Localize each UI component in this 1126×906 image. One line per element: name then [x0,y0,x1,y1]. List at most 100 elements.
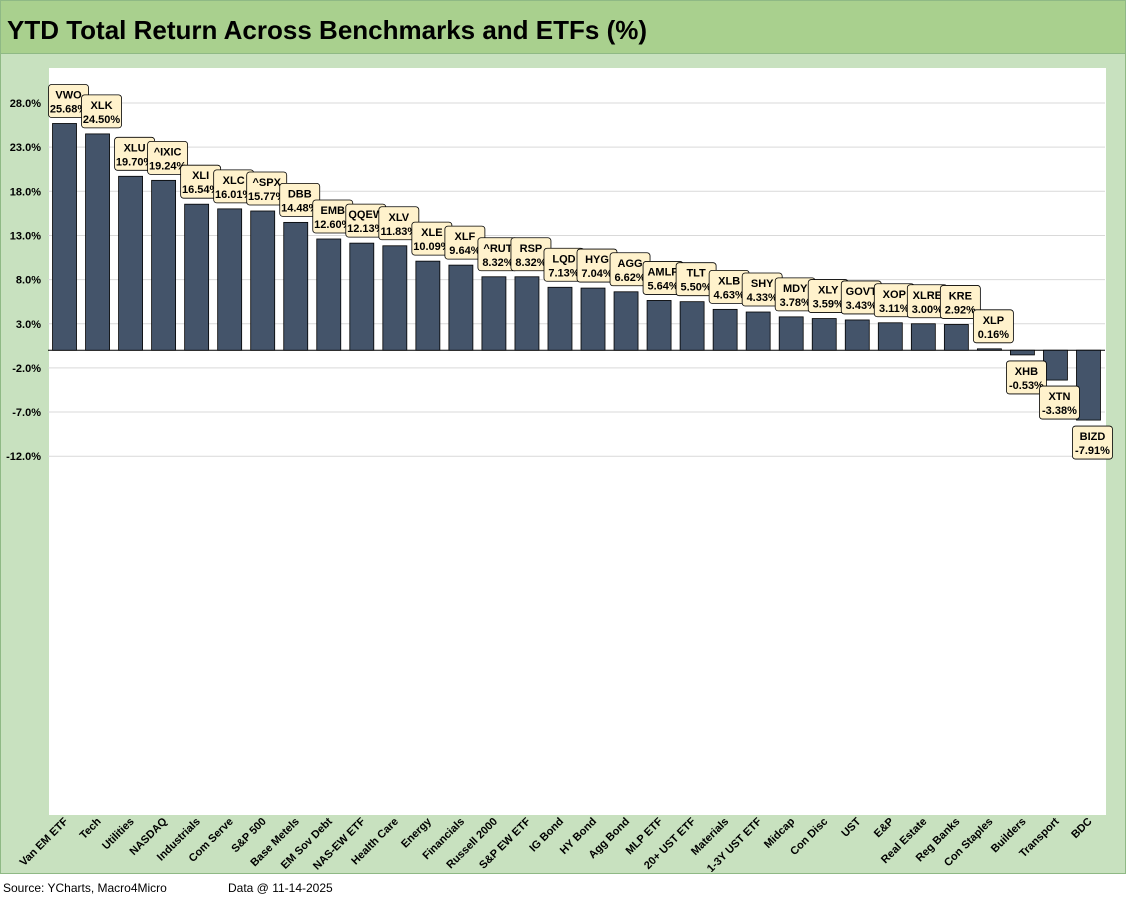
bar [745,311,771,351]
data-label-value: 14.48% [281,202,319,214]
bar [382,245,408,351]
data-label-box [1006,360,1047,395]
bar [349,242,375,351]
data-label-ticker: MDY [783,283,808,295]
data-label-value: 0.16% [978,329,1009,341]
x-tick-label: Van EM ETF [18,815,71,868]
chart-title: YTD Total Return Across Benchmarks and E… [7,15,648,45]
bar-chart: -12.0% -7.0% -2.0% 3.0% 8.0% 13.0% 18.0% 23.0% 2… [6,84,1113,872]
y-tick-label: -7.0% [12,407,41,419]
chart-frame: YTD Total Return Across Benchmarks and E… [0,0,1126,874]
data-label-ticker: AMLP [647,266,678,278]
data-label-box [1072,425,1113,460]
data-label-ticker: XLK [91,100,113,112]
y-tick-label: 8.0% [16,275,41,287]
bar [580,287,606,351]
data-label-ticker: XLF [455,231,476,243]
data-label-ticker: LQD [552,253,575,265]
x-tick-label: BDC [1069,816,1094,841]
y-tick-label: -2.0% [12,363,41,375]
bar [481,276,507,351]
data-label-ticker: XLI [192,170,209,182]
bar [547,286,573,351]
data-label-value: 5.64% [647,280,678,292]
data-date-note: Data @ 11-14-2025 [228,881,333,895]
data-label-ticker: GOVT [846,286,877,298]
y-tick-label: 23.0% [10,142,41,154]
data-label-ticker: XLE [421,227,442,239]
data-label-ticker: ^RUT [483,243,512,255]
y-tick-label: 28.0% [10,98,41,110]
data-label-ticker: TLT [686,268,706,280]
bar [844,319,870,351]
data-label-ticker: HYG [585,254,609,266]
data-label-value: 2.92% [945,304,976,316]
bar [85,133,110,351]
data-label-ticker: XLY [818,285,839,297]
x-tick-label: UST [839,815,863,839]
data-label-value: 7.04% [581,268,612,280]
data-label-value: -7.91% [1075,445,1110,457]
data-label-value: 8.32% [482,257,513,269]
bar [250,210,276,351]
data-label-value: 3.78% [780,297,811,309]
data-label-ticker: ^IXIC [154,146,182,158]
data-label-value: 15.77% [248,191,286,203]
bar [943,324,969,351]
data-label-value: 24.50% [83,114,121,126]
bar [613,291,639,351]
data-label-ticker: XTN [1048,391,1070,403]
data-label-value: 11.83% [380,226,417,238]
data-label-ticker: XLP [983,315,1004,327]
data-label-value: 10.09% [413,241,451,253]
data-label-value: 19.70% [116,156,154,168]
data-label-box [1039,385,1080,420]
data-label-ticker: AGG [618,258,643,270]
data-label-box [81,94,122,129]
data-label-box [939,285,981,319]
data-label-ticker: RSP [520,243,543,255]
data-label-value: 12.60% [314,219,352,231]
data-label-ticker: XHB [1015,366,1038,378]
x-tick-label: E&P [872,816,896,840]
bar [778,316,804,351]
data-label-ticker: QQEW [348,209,383,221]
bar [1076,349,1101,421]
data-label-value: 3.43% [846,300,877,312]
data-label-value: 16.01% [215,189,253,201]
bar [415,260,441,351]
data-label-value: 4.63% [714,289,745,301]
data-label-ticker: BIZD [1080,431,1106,443]
data-label-box [972,309,1014,344]
data-label-ticker: EMB [321,205,346,217]
data-label-value: 16.54% [182,184,220,196]
data-label-ticker: ^SPX [252,177,281,189]
bar [52,123,77,351]
data-label-value: 7.13% [548,267,579,279]
data-label-ticker: XLC [223,175,245,187]
bar [184,203,210,351]
bar [910,323,936,351]
bar [151,179,177,351]
source-note: Source: YCharts, Macro4Micro [3,881,167,895]
bar [976,348,1002,351]
bar [679,301,705,351]
data-label-value: 9.64% [449,245,480,257]
data-label-box [147,140,189,175]
title-bar: YTD Total Return Across Benchmarks and E… [1,1,1125,54]
bar [1010,349,1035,356]
data-label-ticker: SHY [751,278,774,290]
data-label-value: 25.68% [50,103,88,115]
bar [283,221,309,351]
data-label-value: 19.24% [149,160,187,172]
data-label-ticker: XLRE [913,290,942,302]
bar [118,175,143,351]
bar [646,300,672,351]
data-label-ticker: XOP [883,289,906,301]
bar [712,308,738,351]
data-label-value: 8.32% [515,257,546,269]
data-label-value: 3.00% [912,304,943,316]
data-label-ticker: KRE [949,290,972,302]
data-label-value: -0.53% [1009,380,1044,392]
data-label-ticker: XLB [718,275,740,287]
